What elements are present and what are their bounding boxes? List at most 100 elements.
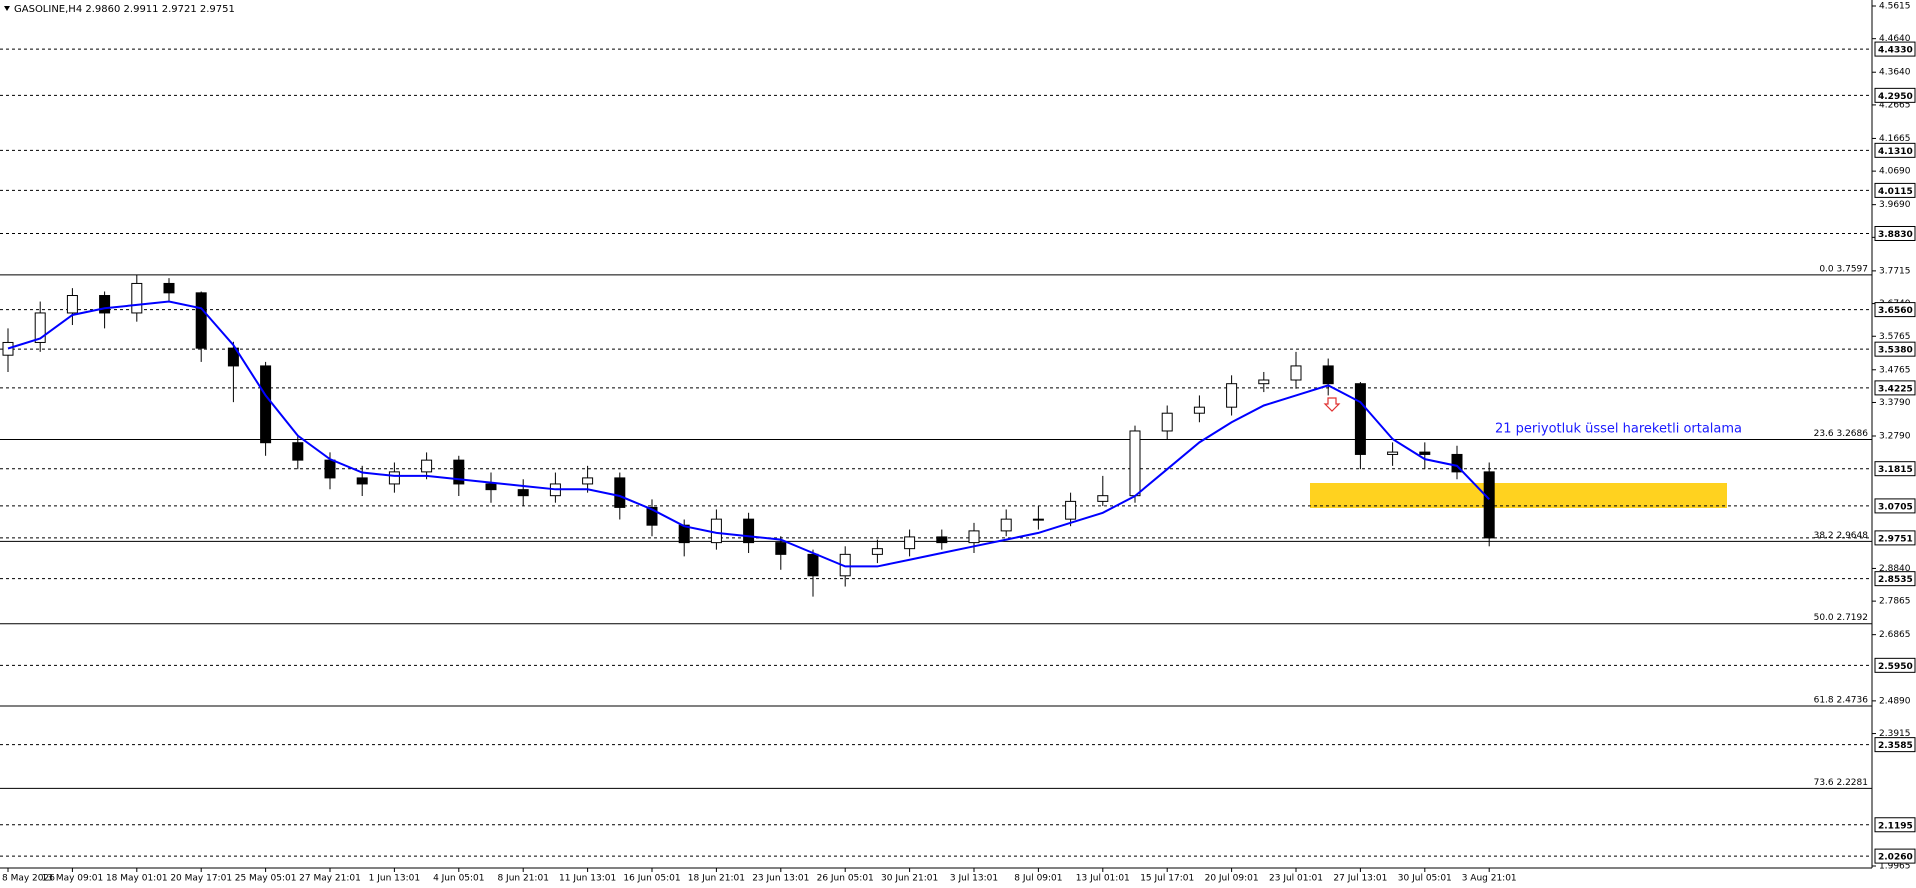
y-tick-label: 2.3915 bbox=[1879, 729, 1911, 739]
level-label: 2.5950 bbox=[1878, 662, 1913, 672]
highlight-zone bbox=[1310, 483, 1727, 508]
candle-body bbox=[775, 542, 787, 555]
candle-body bbox=[260, 365, 272, 444]
y-tick-label: 3.3790 bbox=[1879, 398, 1911, 408]
candle-body bbox=[517, 489, 529, 497]
level-label-box bbox=[1874, 461, 1916, 477]
y-tick-label: 3.9690 bbox=[1879, 200, 1911, 210]
candle-body bbox=[2, 341, 14, 356]
y-tick-label: 3.2790 bbox=[1879, 432, 1911, 442]
x-tick-label: 11 Jun 13:01 bbox=[559, 874, 616, 884]
candle-body bbox=[421, 459, 433, 473]
candle-body bbox=[66, 295, 78, 314]
level-label-box bbox=[1874, 848, 1916, 864]
level-label: 3.0705 bbox=[1878, 502, 1913, 512]
candle-body bbox=[1193, 406, 1205, 414]
level-label: 2.8535 bbox=[1878, 575, 1913, 585]
y-tick-label: 4.3640 bbox=[1879, 68, 1911, 78]
x-tick-label: 30 Jul 05:01 bbox=[1398, 874, 1452, 884]
candle-body bbox=[1032, 518, 1044, 521]
fibonacci-label: 50.0 2.7192 bbox=[1814, 613, 1868, 623]
candle-body bbox=[807, 553, 819, 577]
level-label: 4.1310 bbox=[1878, 147, 1913, 157]
x-tick-label: 20 May 17:01 bbox=[170, 874, 232, 884]
x-tick-label: 18 Jun 21:01 bbox=[688, 874, 745, 884]
candle-body bbox=[292, 442, 304, 461]
candle-body bbox=[453, 459, 465, 485]
level-label-box bbox=[1874, 182, 1916, 198]
y-tick-label: 3.7715 bbox=[1879, 266, 1911, 276]
level-label-box bbox=[1874, 341, 1916, 357]
level-label-box bbox=[1874, 302, 1916, 318]
candle-body bbox=[904, 536, 916, 550]
candle-body bbox=[356, 477, 368, 485]
level-label: 2.1195 bbox=[1878, 821, 1913, 831]
level-label: 2.0260 bbox=[1878, 853, 1913, 863]
candle-body bbox=[710, 518, 722, 544]
level-label-box bbox=[1874, 530, 1916, 546]
candle-body bbox=[324, 459, 336, 479]
candle-body bbox=[871, 548, 883, 555]
candle-body bbox=[485, 483, 497, 491]
y-tick-label: 2.4890 bbox=[1879, 696, 1911, 706]
y-tick-label: 4.5615 bbox=[1879, 2, 1911, 12]
candle-body bbox=[227, 347, 239, 367]
x-tick-label: 13 May 09:01 bbox=[42, 874, 104, 884]
fibonacci-label: 73.6 2.2281 bbox=[1814, 778, 1868, 788]
level-label-box bbox=[1874, 142, 1916, 158]
fibonacci-label: 38.2 2.9648 bbox=[1814, 531, 1869, 541]
level-label-box bbox=[1874, 817, 1916, 833]
level-label-box bbox=[1874, 498, 1916, 514]
candle-body bbox=[1000, 518, 1012, 532]
level-label-box bbox=[1874, 571, 1916, 587]
y-tick-label: 3.5765 bbox=[1879, 332, 1911, 342]
level-label: 3.4225 bbox=[1878, 384, 1913, 394]
candle-body bbox=[1097, 495, 1109, 502]
y-tick-label: 4.1665 bbox=[1879, 134, 1911, 144]
level-label: 4.4330 bbox=[1878, 46, 1913, 56]
candle-body bbox=[1129, 430, 1141, 497]
x-tick-label: 26 Jun 05:01 bbox=[817, 874, 874, 884]
y-tick-label: 2.7865 bbox=[1879, 597, 1911, 607]
level-label: 2.9751 bbox=[1878, 534, 1913, 544]
level-label: 3.1815 bbox=[1878, 465, 1913, 475]
y-tick-label: 2.8840 bbox=[1879, 564, 1911, 574]
fibonacci-label: 61.8 2.4736 bbox=[1814, 696, 1869, 706]
candle-body bbox=[743, 518, 755, 544]
candle-body bbox=[614, 477, 626, 508]
candle-body bbox=[1065, 500, 1077, 520]
x-tick-label: 30 Jun 21:01 bbox=[881, 874, 938, 884]
x-tick-label: 25 May 05:01 bbox=[235, 874, 297, 884]
level-label: 3.6560 bbox=[1878, 306, 1913, 316]
x-tick-label: 13 Jul 01:01 bbox=[1076, 874, 1130, 884]
fibonacci-label: 0.0 3.7597 bbox=[1819, 264, 1868, 274]
level-label-box bbox=[1874, 87, 1916, 103]
level-label: 4.0115 bbox=[1878, 187, 1913, 197]
y-tick-label: 2.6865 bbox=[1879, 630, 1911, 640]
x-tick-label: 20 Jul 09:01 bbox=[1205, 874, 1259, 884]
candle-body bbox=[1290, 365, 1302, 381]
y-tick-label: 1.9965 bbox=[1879, 862, 1911, 872]
x-tick-label: 16 Jun 05:01 bbox=[623, 874, 680, 884]
candle-body bbox=[1322, 365, 1334, 385]
candle-body bbox=[1451, 453, 1463, 473]
y-tick-label: 3.4765 bbox=[1879, 365, 1911, 375]
x-tick-label: 18 May 01:01 bbox=[106, 874, 168, 884]
candle-body bbox=[34, 312, 46, 343]
level-label: 2.3585 bbox=[1878, 741, 1913, 751]
level-label-box bbox=[1874, 737, 1916, 753]
candle-body bbox=[1354, 383, 1366, 455]
chart-title: GASOLINE,H4 2.9860 2.9911 2.9721 2.9751 bbox=[14, 4, 235, 15]
annotation: 21 periyotluk üssel hareketli ortalama bbox=[1495, 422, 1742, 437]
y-tick-label: 4.4640 bbox=[1879, 34, 1911, 44]
x-tick-label: 27 May 21:01 bbox=[299, 874, 361, 884]
level-label: 3.8830 bbox=[1878, 230, 1913, 240]
candle-body bbox=[582, 477, 594, 485]
candle-body bbox=[163, 282, 175, 294]
x-tick-label: 3 Jul 13:01 bbox=[950, 874, 998, 884]
level-label-box bbox=[1874, 41, 1916, 57]
x-tick-label: 8 Jun 21:01 bbox=[497, 874, 548, 884]
x-tick-label: 3 Aug 21:01 bbox=[1462, 874, 1517, 884]
candle-body bbox=[195, 292, 207, 349]
